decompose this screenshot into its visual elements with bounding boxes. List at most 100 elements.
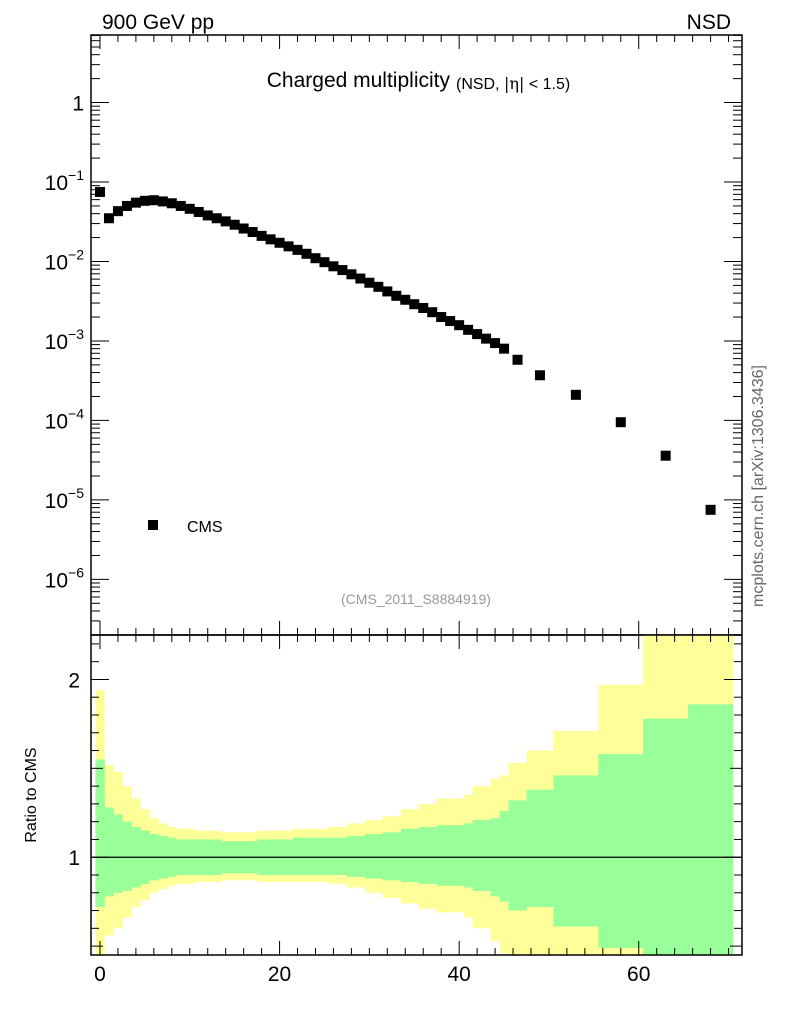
data-point [220, 216, 231, 227]
data-point [256, 230, 267, 241]
tick-label-base: 10 [45, 490, 68, 513]
ratio-axis-ticks [91, 635, 742, 955]
data-point [427, 307, 438, 318]
data-point [705, 504, 716, 515]
data-point [292, 244, 303, 255]
x-tick-label: 0 [94, 963, 106, 986]
chart-subtitle: (NSD, |η| < 1.5) [456, 74, 570, 93]
main-axis-ticks [91, 34, 742, 636]
data-point [265, 234, 276, 245]
main-y-tick-labels: 110−110−210−310−410−510−6 [45, 93, 85, 593]
main-frame [90, 34, 743, 636]
ratio-inner-band [418, 827, 438, 884]
main-y-tick-label: 10−5 [45, 485, 85, 513]
tick-label-base: 1 [72, 93, 84, 116]
data-point [463, 324, 474, 335]
data-point [355, 273, 366, 284]
legend-label-cms: CMS [187, 519, 223, 536]
data-point [660, 450, 671, 461]
data-point [301, 248, 312, 259]
ratio-inner-band [382, 832, 402, 881]
ratio-inner-band [122, 821, 132, 891]
subtitle-close: < 1.5) [524, 76, 570, 93]
data-point [274, 237, 285, 248]
x-tick-label: 20 [268, 963, 291, 986]
chart-title: Charged multiplicity [267, 69, 451, 92]
tick-label-base: 10 [45, 569, 68, 592]
data-point [184, 203, 195, 214]
data-point [139, 195, 150, 206]
cms-data-points [94, 186, 716, 515]
data-point [328, 261, 339, 272]
ratio-inner-band [436, 825, 465, 886]
ratio-inner-band [400, 828, 420, 883]
main-y-tick-label: 10−4 [45, 405, 85, 433]
ratio-inner-band [598, 754, 644, 948]
header-right: NSD [687, 11, 731, 34]
data-point [247, 227, 258, 238]
side-citation-label: mcplots.cern.ch [arXiv:1306.3436] [750, 365, 767, 607]
main-panel: Charged multiplicity (NSD, |η| < 1.5) (C… [45, 34, 743, 636]
tick-label-exponent: −6 [68, 564, 84, 580]
tick-label-exponent: −2 [68, 246, 84, 262]
ratio-inner-band [688, 704, 734, 955]
data-point [373, 281, 384, 292]
header-left: 900 GeV pp [102, 11, 214, 34]
ratio-inner-band [463, 823, 474, 888]
data-point [364, 277, 375, 288]
data-point [615, 417, 626, 428]
data-point [94, 186, 105, 197]
ratio-inner-band [643, 718, 689, 955]
tick-label-exponent: −3 [68, 326, 84, 342]
legend-marker-cms [148, 520, 158, 530]
x-tick-label: 60 [627, 963, 650, 986]
data-point [445, 316, 456, 327]
data-point [211, 213, 222, 224]
tick-label-base: 10 [45, 410, 68, 433]
x-tick-label: 40 [447, 963, 470, 986]
data-point [319, 257, 330, 268]
ratio-inner-band [293, 837, 330, 875]
subtitle-open: (NSD, [456, 76, 504, 93]
ratio-frame [90, 634, 743, 956]
data-point [148, 195, 159, 206]
data-point [534, 370, 545, 381]
data-point [400, 294, 411, 305]
tick-label-base: 10 [45, 172, 68, 195]
tick-label-exponent: −4 [68, 405, 84, 421]
data-point [382, 286, 393, 297]
main-y-tick-label: 10−6 [45, 564, 85, 592]
data-point [490, 338, 501, 349]
data-point [283, 241, 294, 252]
data-point [454, 320, 465, 331]
data-point [436, 312, 447, 323]
data-point [166, 198, 177, 209]
data-point [310, 253, 321, 264]
data-point [418, 302, 429, 313]
data-point [512, 354, 523, 365]
ratio-inner-band [499, 811, 509, 902]
main-y-tick-label: 1 [72, 93, 84, 116]
data-point [570, 389, 581, 400]
data-point [472, 329, 483, 340]
legend: CMS [148, 519, 223, 536]
ratio-inner-band [553, 775, 599, 927]
ratio-inner-band [104, 807, 114, 897]
ratio-inner-band [364, 834, 384, 879]
data-point [409, 299, 420, 310]
tick-label-base: 10 [45, 331, 68, 354]
main-y-tick-label: 10−1 [45, 167, 85, 195]
data-point [103, 213, 114, 224]
analysis-reference: (CMS_2011_S8884919) [341, 591, 491, 607]
data-point [337, 265, 348, 276]
data-point [229, 219, 240, 230]
ratio-tick-labels: 120 20 40 60 [68, 669, 650, 986]
data-point [175, 200, 186, 211]
data-point [391, 290, 402, 301]
data-point [157, 196, 168, 207]
ratio-inner-band [328, 837, 348, 875]
data-point [202, 210, 213, 221]
tick-label-base: 10 [45, 251, 68, 274]
tick-label-exponent: −5 [68, 485, 84, 501]
